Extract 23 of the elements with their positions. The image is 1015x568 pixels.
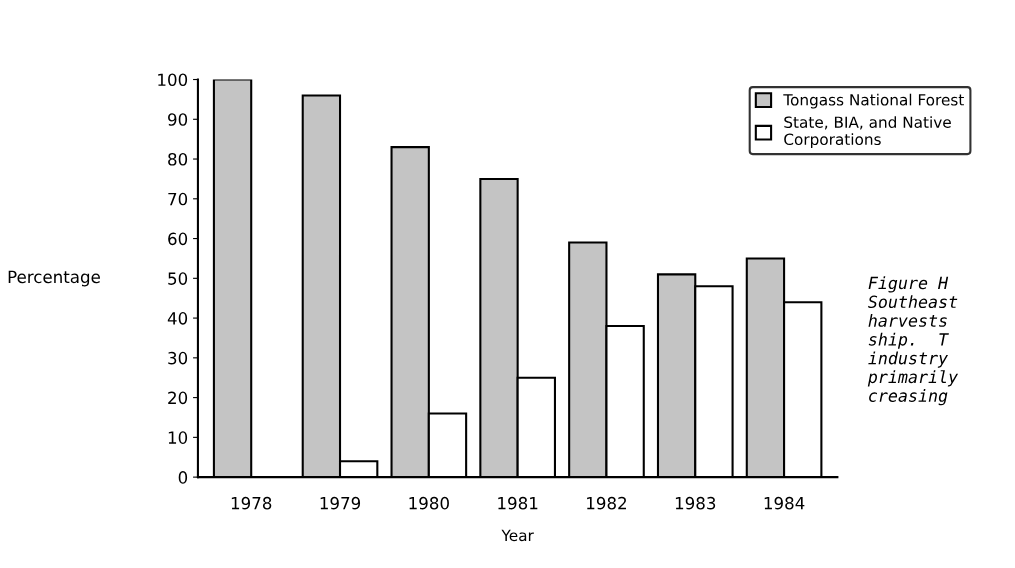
legend-label: State, BIA, and Native Corporations [784, 116, 951, 149]
y-tick-label: 60 [168, 232, 188, 246]
y-tick-label: 100 [158, 73, 188, 87]
x-tick-label: 1984 [764, 496, 805, 510]
y-tick-label: 80 [168, 153, 188, 166]
y-tick-label: 40 [167, 312, 188, 325]
x-tick-label: 1983 [675, 496, 716, 510]
x-axis-title: Year [501, 529, 534, 542]
y-tick-label: 90 [168, 113, 188, 126]
y-tick-label: 30 [168, 351, 188, 365]
y-tick-label: 50 [168, 272, 188, 285]
y-tick-label: 10 [168, 431, 188, 444]
x-tick-label: 1981 [498, 496, 538, 510]
y-tick-label: 70 [168, 192, 188, 206]
y-axis-title: Percentage [8, 270, 100, 287]
x-tick-label: 1982 [587, 496, 626, 510]
legend-label: Tongass National Forest [783, 93, 964, 109]
y-tick-label: 0 [178, 471, 188, 484]
x-tick-label: 1978 [231, 496, 272, 510]
x-tick-label: 1979 [320, 496, 361, 510]
y-tick-label: 20 [168, 391, 188, 405]
x-tick-label: 1980 [409, 496, 449, 510]
text: Figure H Southeast harvests ship. T industry primarily creasing [867, 276, 959, 406]
